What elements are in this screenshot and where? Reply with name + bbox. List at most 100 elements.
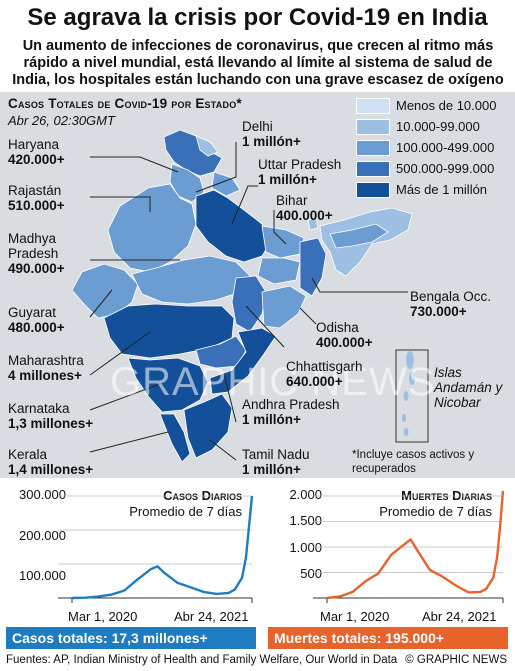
- credit: © GRAPHIC NEWS: [405, 654, 507, 666]
- state-label-rajastan: Rajastán 510.000+: [8, 183, 65, 213]
- map-region-odisha: [261, 285, 307, 329]
- deaths-xtick-end: Abr 24, 2021: [422, 609, 497, 624]
- state-name: Maharashtra: [8, 353, 84, 368]
- state-name: Tamil Nadu: [242, 447, 310, 462]
- state-label-delhi: Delhi 1 millón+: [242, 119, 301, 149]
- map-title: Casos Totales de Covid-19 por Estado*: [8, 96, 242, 111]
- state-name: Delhi: [242, 119, 273, 134]
- map-region-himachal: [195, 135, 219, 157]
- deaths-ytick: 2.000: [289, 487, 322, 502]
- state-value: 400.000+: [316, 335, 373, 350]
- state-name: Andhra Pradesh: [242, 397, 340, 412]
- legend-swatch: [356, 182, 390, 198]
- map-region-uttar-pradesh: [195, 189, 273, 263]
- cases-chart-subtitle: Promedio de 7 días: [129, 504, 242, 519]
- state-name: Kerala: [8, 447, 48, 462]
- legend-label: 100.000-499.000: [396, 140, 495, 155]
- map-region-rajasthan: [107, 183, 197, 273]
- state-name: Chhattisgarh: [286, 359, 363, 374]
- map-region-uttarakhand: [211, 171, 241, 197]
- map-region-assam: [329, 223, 389, 249]
- cases-plot: [58, 495, 254, 603]
- state-label-bengala: Bengala Occ. 730.000+: [410, 289, 491, 319]
- watermark: GRAPHIC NEWS: [110, 360, 436, 404]
- deaths-series-line: [326, 490, 505, 600]
- state-value: 480.000+: [8, 320, 65, 335]
- legend-label: 500.000-999.000: [396, 161, 495, 176]
- state-value: 1 millón+: [242, 412, 301, 427]
- map-region-kerala: [159, 413, 191, 463]
- state-name: Haryana: [8, 137, 60, 152]
- map-region-jharkhand: [257, 257, 301, 285]
- legend-label: Más de 1 millón: [396, 182, 488, 197]
- map-region-west-bengal: [299, 237, 327, 297]
- map-region-andaman-nicobar: [402, 351, 415, 436]
- legend-swatch: [356, 140, 390, 156]
- deaths-xtick-start: Mar 1, 2020: [320, 609, 390, 624]
- deaths-ytick: 500: [300, 566, 322, 581]
- state-value: 640.000+: [286, 374, 343, 389]
- state-label-bihar: Bihar 400.000+: [276, 193, 333, 223]
- state-value: 1,4 millones+: [8, 462, 94, 477]
- state-value: 400.000+: [276, 208, 333, 223]
- state-value: 1 millón+: [242, 462, 301, 477]
- map-region-tamil-nadu: [183, 393, 233, 459]
- legend-label: 10.000-99.000: [396, 119, 480, 134]
- map-date: Abr 26, 02:30GMT: [8, 113, 115, 128]
- legend-swatch: [356, 161, 390, 177]
- state-name: Bengala Occ.: [410, 289, 492, 304]
- islands-label: Islas Andamán y Nicobar: [434, 365, 503, 410]
- cases-xtick-start: Mar 1, 2020: [68, 609, 138, 624]
- state-label-uttar-pradesh: Uttar Pradesh 1 millón+: [258, 157, 341, 187]
- deaths-ytick: 1.500: [289, 513, 322, 528]
- state-name: Madhya Pradesh: [8, 231, 59, 261]
- map-region-chhattisgarh: [231, 275, 267, 333]
- page-title: Se agrava la crisis por Covid-19 en Indi…: [27, 4, 488, 31]
- state-label-andhra-pradesh: Andhra Pradesh 1 millón+: [242, 397, 340, 427]
- legend-label: Menos de 10.000: [396, 98, 497, 113]
- state-value: 490.000+: [8, 261, 65, 276]
- state-name: Uttar Pradesh: [258, 157, 342, 172]
- deaths-chart: [313, 490, 505, 603]
- leader-lines: [89, 142, 408, 461]
- deaths-chart-title: Muertes Diarias: [401, 488, 492, 503]
- cases-chart: [58, 495, 254, 603]
- map-region-sikkim: [307, 217, 319, 231]
- state-value: 1 millón+: [258, 172, 317, 187]
- state-name: Karnataka: [8, 401, 70, 416]
- state-value: 510.000+: [8, 198, 65, 213]
- cases-total-bar: Casos totales: 17,3 millones+: [6, 627, 256, 649]
- cases-xtick-end: Abr 24, 2021: [174, 609, 249, 624]
- legend-swatch: [356, 98, 390, 114]
- state-value: 730.000+: [410, 304, 467, 319]
- islands-frame: [395, 349, 429, 443]
- state-label-kerala: Kerala 1,4 millones+: [8, 447, 93, 477]
- deaths-chart-subtitle: Promedio de 7 días: [379, 504, 492, 519]
- sources: Fuentes: AP, Indian Ministry of Health a…: [6, 654, 398, 666]
- state-name: Odisha: [316, 320, 359, 335]
- state-value: 4 millones+: [8, 368, 82, 383]
- cases-series-line: [71, 495, 254, 600]
- state-label-chhattisgarh: Chhattisgarh 640.000+: [286, 359, 363, 389]
- state-label-guyarat: Guyarat 480.000+: [8, 305, 65, 335]
- state-label-haryana: Haryana 420.000+: [8, 137, 65, 167]
- state-label-madhya-pradesh: Madhya Pradesh 490.000+: [8, 231, 88, 276]
- map-region-bihar: [261, 225, 305, 259]
- deaths-ytick: 1.000: [289, 540, 322, 555]
- state-value: 1 millón+: [242, 134, 301, 149]
- cases-ytick: 300.000: [19, 487, 66, 502]
- state-value: 420.000+: [8, 152, 65, 167]
- cases-chart-title: Casos Diarios: [163, 488, 242, 503]
- state-label-karnataka: Karnataka 1,3 millones+: [8, 401, 93, 431]
- map-footnote: *Incluye casos activos y recuperados: [352, 449, 475, 475]
- state-name: Rajastán: [8, 183, 62, 198]
- deaths-plot: [313, 490, 505, 603]
- legend-swatch: [356, 119, 390, 135]
- state-name: Guyarat: [8, 305, 57, 320]
- state-name: Bihar: [276, 193, 308, 208]
- state-label-maharashtra: Maharashtra 4 millones+: [8, 353, 84, 383]
- state-label-odisha: Odisha 400.000+: [316, 320, 373, 350]
- cases-ytick: 100.000: [19, 568, 66, 583]
- state-value: 1,3 millones+: [8, 416, 94, 431]
- cases-ytick: 200.000: [19, 528, 66, 543]
